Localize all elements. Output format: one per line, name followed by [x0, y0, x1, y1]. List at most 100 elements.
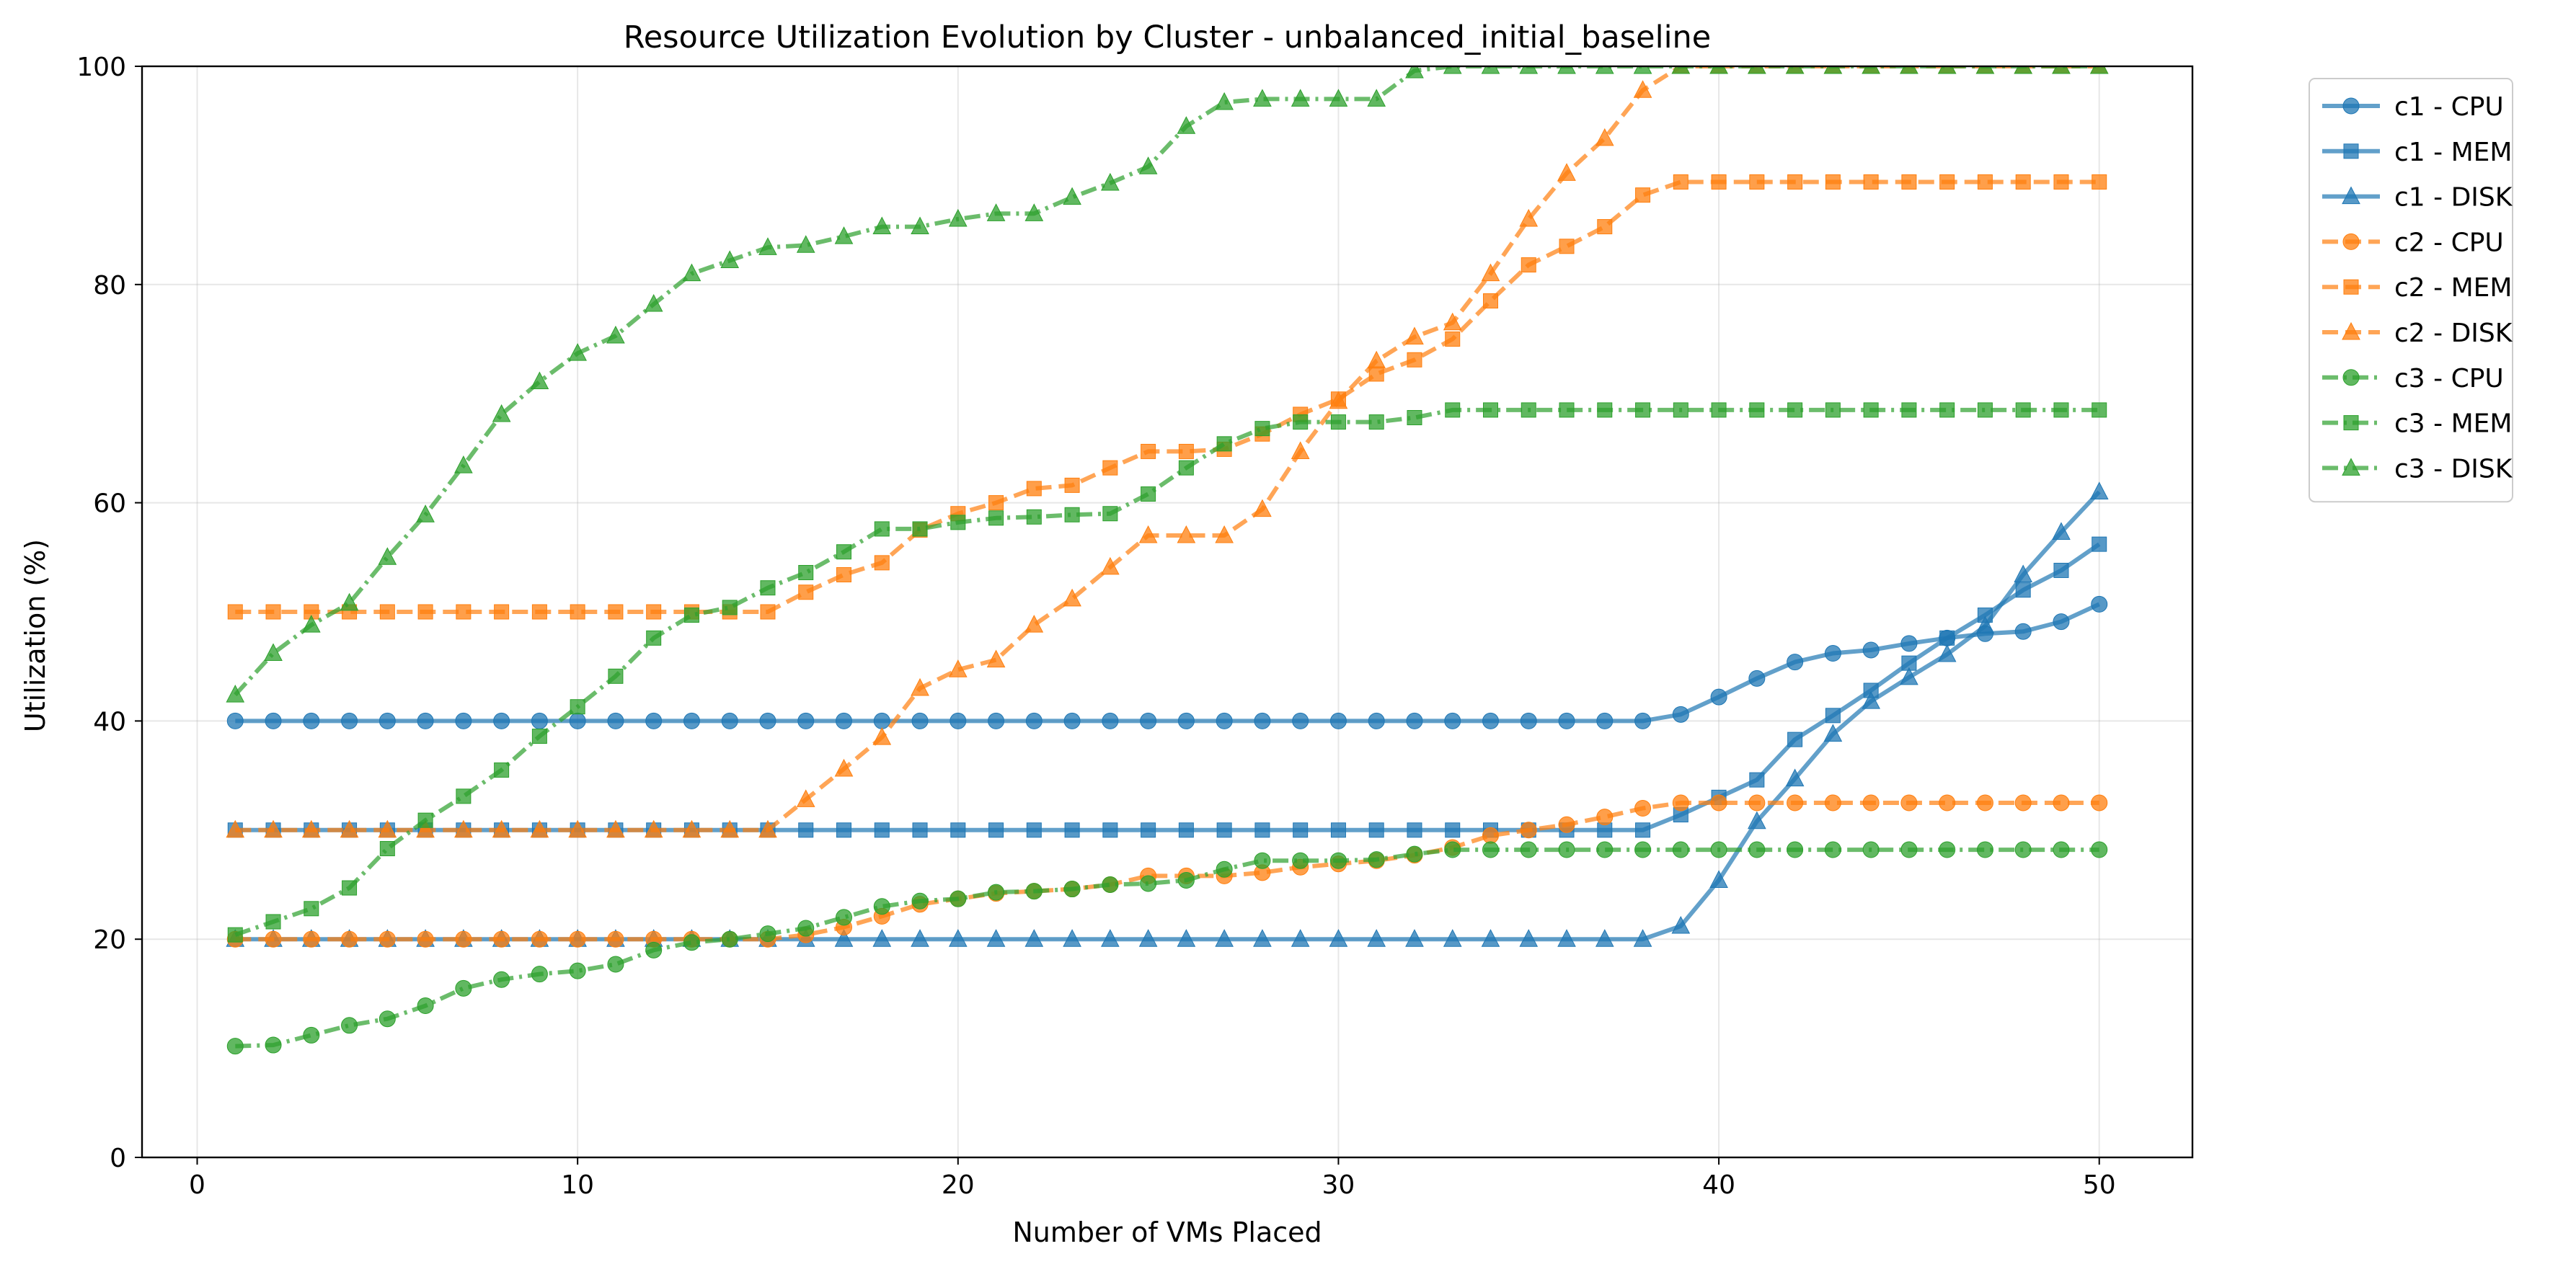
data-point-c1-cpu — [607, 712, 624, 729]
data-point-c1-mem — [1939, 630, 1955, 646]
data-point-c3-cpu — [1254, 852, 1271, 869]
data-point-c3-disk — [378, 547, 397, 565]
data-point-c3-disk — [1024, 203, 1044, 221]
data-point-c3-disk — [1900, 66, 1918, 74]
data-point-c3-disk — [2089, 66, 2109, 74]
data-point-c1-cpu — [417, 712, 434, 729]
legend-label: c1 - CPU — [2394, 92, 2504, 122]
data-point-c3-mem — [874, 521, 890, 537]
data-point-c2-mem — [2053, 174, 2069, 190]
data-point-c1-cpu — [1406, 712, 1423, 729]
data-point-c3-disk — [568, 343, 587, 361]
data-point-c3-disk — [911, 216, 929, 235]
data-point-c3-cpu — [1672, 841, 1689, 858]
data-point-c2-mem — [1141, 443, 1156, 459]
data-point-c2-disk — [796, 789, 815, 807]
data-point-c2-mem — [760, 604, 776, 620]
data-point-c1-disk — [911, 929, 929, 947]
data-point-c2-mem — [1749, 174, 1765, 190]
data-point-c3-disk — [1937, 66, 1957, 74]
data-point-c1-disk — [1253, 929, 1272, 947]
data-point-c3-mem — [265, 914, 281, 930]
data-point-c3-disk — [1595, 66, 1614, 74]
data-point-c3-mem — [760, 580, 776, 596]
series-line-c3-disk — [234, 66, 2099, 697]
data-point-c3-mem — [1673, 402, 1688, 418]
data-point-c1-cpu — [455, 712, 472, 729]
data-point-c3-disk — [1367, 89, 1386, 107]
data-point-c2-mem — [1178, 443, 1194, 459]
y-tick-label: 80 — [93, 271, 126, 301]
data-point-c3-mem — [722, 600, 738, 615]
data-point-c2-mem — [2015, 174, 2031, 190]
data-point-c3-cpu — [797, 920, 815, 937]
data-point-c1-cpu — [836, 712, 853, 729]
data-point-c3-cpu — [873, 898, 890, 915]
data-point-c2-cpu — [341, 930, 358, 948]
data-point-c2-cpu — [1710, 794, 1727, 811]
data-point-c2-disk — [1063, 588, 1081, 607]
legend-box — [2309, 78, 2513, 503]
data-point-c1-disk — [1443, 929, 1462, 947]
data-point-c3-mem — [683, 608, 699, 623]
data-point-c1-cpu — [1824, 645, 1841, 662]
data-point-c1-mem — [1825, 708, 1841, 724]
data-point-c2-disk — [1595, 128, 1614, 146]
data-point-c2-mem — [265, 604, 281, 620]
data-point-c1-mem — [1749, 772, 1765, 788]
data-point-c2-cpu — [1520, 822, 1537, 839]
data-point-c3-cpu — [1025, 883, 1043, 900]
axis-ticks: 0 10 20 30 40 50 0 20 40 60 80 100 — [76, 53, 2115, 1200]
data-point-c3-mem — [1330, 414, 1346, 430]
data-point-c1-cpu — [265, 712, 282, 729]
legend-marker — [2342, 186, 2360, 205]
y-tick-label: 40 — [93, 707, 126, 737]
data-point-c3-disk — [1063, 187, 1081, 205]
data-point-c1-mem — [1635, 822, 1651, 838]
data-point-c2-disk — [454, 819, 473, 838]
data-point-c1-disk — [1785, 768, 1805, 787]
data-point-c2-disk — [1557, 163, 1576, 181]
data-point-c3-cpu — [1596, 841, 1614, 858]
data-point-c3-disk — [2014, 66, 2033, 74]
data-point-c2-cpu — [303, 930, 320, 948]
data-point-c3-disk — [948, 208, 968, 227]
data-point-c2-mem — [1977, 174, 1993, 190]
legend-item: c1 - MEM — [2322, 138, 2512, 167]
data-point-c3-cpu — [417, 997, 434, 1015]
data-point-c3-cpu — [607, 956, 624, 973]
data-point-c1-disk — [834, 929, 854, 947]
data-point-c2-mem — [1901, 174, 1917, 190]
data-point-c2-disk — [606, 819, 625, 838]
data-point-c2-mem — [1863, 174, 1879, 190]
data-point-c1-disk — [1633, 929, 1652, 947]
data-point-c2-mem — [1711, 174, 1727, 190]
data-point-c1-cpu — [1368, 712, 1385, 729]
data-point-c2-mem — [1102, 460, 1118, 476]
data-point-c1-mem — [1368, 822, 1384, 838]
data-point-c2-disk — [1138, 525, 1158, 543]
data-point-c2-cpu — [1976, 794, 1993, 811]
data-point-c3-cpu — [1368, 851, 1385, 868]
data-point-c1-disk — [1937, 644, 1957, 662]
data-point-c3-mem — [1141, 486, 1156, 502]
data-point-c2-mem — [531, 604, 547, 620]
data-point-c1-cpu — [1063, 712, 1081, 729]
data-point-c1-disk — [1063, 929, 1081, 947]
data-point-c3-cpu — [455, 979, 472, 997]
data-point-c3-mem — [1787, 402, 1803, 418]
data-point-c1-mem — [912, 822, 928, 838]
data-point-c2-mem — [456, 604, 472, 620]
data-point-c3-cpu — [1444, 841, 1461, 858]
data-point-c3-cpu — [1976, 841, 1993, 858]
data-point-c2-disk — [1481, 263, 1500, 282]
data-point-c1-disk — [1748, 811, 1766, 830]
data-point-c3-disk — [1823, 66, 1843, 74]
data-point-c3-mem — [608, 668, 624, 684]
data-point-c1-disk — [1291, 929, 1310, 947]
x-tick-label: 10 — [561, 1170, 594, 1200]
data-point-c3-mem — [304, 901, 319, 917]
data-point-c3-disk — [1557, 66, 1576, 74]
data-point-c3-mem — [1863, 402, 1879, 418]
data-point-c1-cpu — [341, 712, 358, 729]
